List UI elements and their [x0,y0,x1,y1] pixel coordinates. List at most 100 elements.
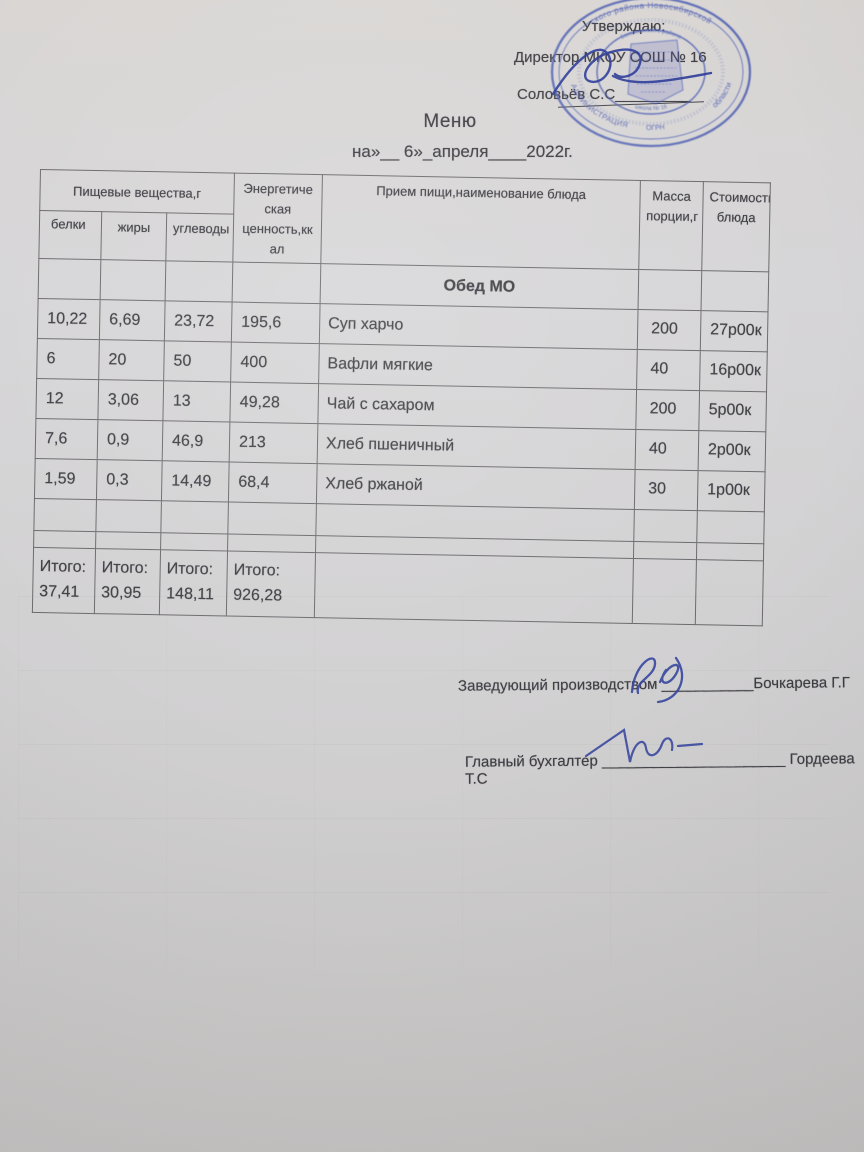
empty-cell [696,542,764,561]
cell-carbs: 13 [162,380,231,423]
stamp-emblem [627,39,684,105]
total-energy-value: 926,28 [233,586,283,605]
cell-cost: 1р00к [697,470,766,512]
cell-fat: 0,3 [96,459,163,501]
total-protein-value: 37,41 [39,583,80,601]
empty-cell [633,541,697,560]
cell-carbs: 46,9 [162,420,230,463]
cell-fat: 0,9 [97,419,163,461]
cell-cost: 27р00к [700,310,769,352]
cell-energy: 213 [229,422,318,464]
header-energy: Энергетическая ценность,ккал [232,173,323,264]
accountant-signature-scribble [584,728,704,763]
total-protein: Итого: 37,41 [32,547,96,614]
total-carbs-value: 148,11 [166,585,215,604]
cell-mass: 40 [636,349,701,391]
header-carbs: углеводы [165,212,234,263]
stamp-outer-ring2 [558,4,744,140]
empty-cell [314,552,634,624]
empty-cell [632,558,697,625]
header-protein: белки [38,210,102,260]
total-carbs: Итого: 148,11 [159,549,228,616]
menu-table-wrap: Пищевые вещества,г Энергетическая ценнос… [32,169,771,626]
cell-dish: Хлеб пшеничный [317,423,636,470]
cell-dish: Суп харчо [319,303,639,350]
round-stamp: ского района Новосибирской АДМИНИСТРАЦИЯ… [550,0,752,148]
header-meal: Прием пищи,наименование блюда [320,174,641,270]
cell-energy: 195,6 [231,302,321,344]
cell-dish: Вафли мягкие [318,343,638,390]
empty-cell [701,270,769,312]
stamp-inner-top-text: Болотнинского района [620,28,683,41]
stamp-outer-ring [550,0,752,148]
cell-mass: 40 [635,429,699,471]
empty-cell [165,260,233,303]
cell-fat: 6,69 [99,299,166,341]
cell-mass: 200 [635,389,700,431]
page-title: Меню [423,111,477,132]
header-mass: Масса порции,г [638,180,704,271]
svg-text:области: области [710,81,733,109]
empty-cell [100,259,166,301]
empty-cell [33,530,96,549]
empty-cell [638,269,702,311]
cell-cost: 2р00к [698,430,766,472]
cell-energy: 49,28 [229,382,319,424]
empty-cell [38,258,101,300]
section-title: Обед МО [320,263,639,310]
cell-protein: 12 [35,378,99,420]
manager-signature-scribble [630,656,684,704]
cell-dish: Чай с сахаром [317,383,637,430]
total-label: Итого: [39,558,87,577]
header-fat: жиры [100,211,167,261]
signature-role: Главный бухгалтер [464,752,598,771]
header-cost: Стоимость блюда [701,181,771,272]
svg-text:ОГРН: ОГРН [646,124,665,132]
empty-cell [696,510,765,544]
cell-dish: Хлеб ржаной [316,463,636,510]
total-label: Итого: [166,560,214,579]
empty-cell [695,559,764,626]
svg-text:Болотнинского района: Болотнинского района [620,28,683,41]
cell-cost: 16р00к [699,350,768,392]
signature-name: Бочкарева Г.Г [753,674,850,693]
totals-row: Итого: 37,41 Итого: 30,95 Итого: 148,11 … [32,547,764,626]
stamp-inner-bottom-text: школа № 16 [634,104,667,112]
stamp-text-right: области [710,81,733,109]
cell-protein: 6 [36,338,100,380]
director-signature-scribble [551,48,713,96]
cell-mass: 200 [637,309,702,351]
empty-cell [160,532,228,552]
empty-cell [95,499,162,533]
total-label: Итого: [233,561,281,580]
cell-carbs: 23,72 [164,300,233,343]
empty-cell [227,502,317,536]
cell-mass: 30 [634,469,699,511]
empty-cell [633,509,698,543]
menu-table: Пищевые вещества,г Энергетическая ценнос… [32,169,771,626]
stamp-inner-ring [596,29,706,115]
empty-cell [33,498,97,532]
total-energy: Итого: 926,28 [226,551,316,618]
header-nutrients-group: Пищевые вещества,г [39,169,235,215]
empty-cell [227,534,316,553]
cell-fat: 3,06 [97,379,164,421]
menu-date-line: на»__ 6»_апреля____2022г. [352,142,573,161]
stamp-text-bottom: ОГРН [646,124,665,132]
total-fat: Итого: 30,95 [94,548,161,615]
total-label: Итого: [101,559,149,578]
empty-cell [232,262,321,304]
cell-fat: 20 [98,339,165,381]
cell-energy: 68,4 [228,462,318,504]
cell-carbs: 50 [163,340,232,383]
cell-carbs: 14,49 [161,460,230,503]
cell-protein: 10,22 [37,298,101,340]
stamp-microtext-ring [577,18,725,126]
cell-cost: 5р00к [698,390,767,432]
empty-cell [160,500,229,535]
cell-energy: 400 [230,342,320,384]
empty-cell [95,531,161,550]
cell-protein: 7,6 [35,418,98,460]
total-fat-value: 30,95 [101,584,142,602]
